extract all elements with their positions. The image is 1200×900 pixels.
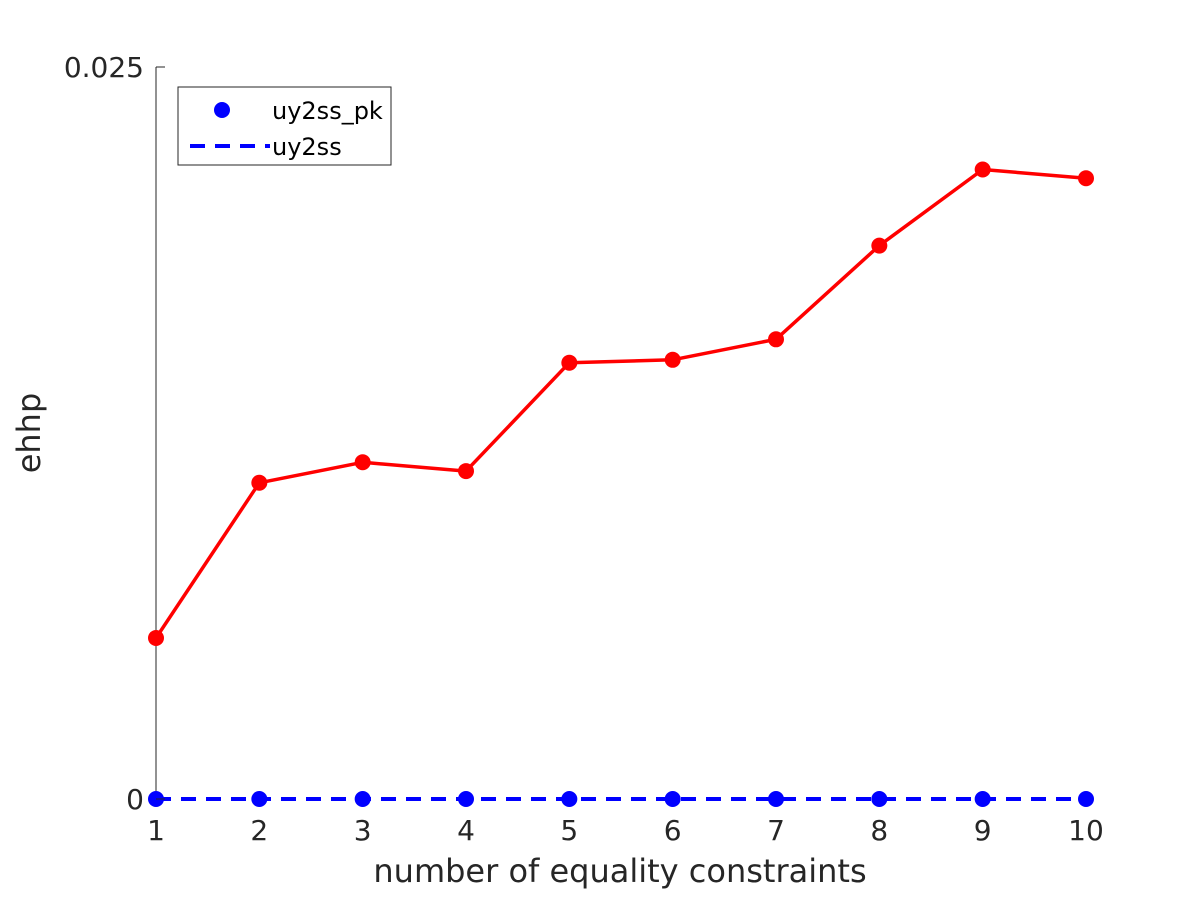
x-axis-label: number of equality constraints — [373, 852, 866, 890]
x-tick-label: 1 — [147, 814, 165, 847]
series-point-red — [664, 351, 681, 368]
legend-label-uy2ss_pk: uy2ss_pk — [272, 97, 383, 125]
series-point-red — [354, 454, 371, 471]
x-tick-label: 4 — [457, 814, 475, 847]
series-point-red — [251, 474, 268, 491]
y-tick-label: 0 — [126, 783, 144, 816]
ticks-layer: 1 2 3 4 5 6 7 8 9 10 0 0.025 — [64, 51, 1104, 847]
y-tick-label: 0.025 — [64, 51, 144, 84]
series-point-red — [148, 629, 164, 646]
series-point-red — [1078, 170, 1094, 187]
series-point-red — [458, 463, 474, 480]
series-point-uy2ss_pk — [458, 791, 474, 807]
series-point-uy2ss_pk — [871, 791, 888, 807]
y-axis-label: ehhp — [10, 393, 48, 474]
series-point-red — [561, 354, 578, 371]
series-line-red — [154, 167, 1087, 639]
legend-box — [177, 86, 392, 166]
legend-label-uy2ss: uy2ss — [272, 133, 342, 161]
x-tick-label: 10 — [1068, 814, 1104, 847]
series-point-uy2ss_pk — [768, 791, 784, 807]
series-point-red — [974, 161, 991, 178]
x-tick-label: 2 — [250, 814, 268, 847]
x-tick-label: 9 — [974, 814, 992, 847]
x-tick-label: 5 — [560, 814, 578, 847]
series-point-uy2ss_pk — [561, 791, 578, 807]
series-point-uy2ss_pk — [354, 791, 371, 807]
series-point-red — [871, 237, 888, 254]
x-tick-label: 3 — [354, 814, 372, 847]
series-point-uy2ss_pk — [664, 791, 681, 807]
series-point-uy2ss_pk — [974, 791, 991, 807]
legend: uy2ss_pk uy2ss — [177, 86, 392, 166]
x-tick-label: 6 — [664, 814, 682, 847]
series-point-red — [768, 331, 784, 348]
legend-marker-uy2ss_pk — [214, 102, 230, 118]
series-point-uy2ss_pk — [1078, 791, 1094, 807]
x-tick-label: 8 — [870, 814, 888, 847]
series-point-uy2ss_pk — [251, 791, 268, 807]
x-tick-label: 7 — [767, 814, 785, 847]
